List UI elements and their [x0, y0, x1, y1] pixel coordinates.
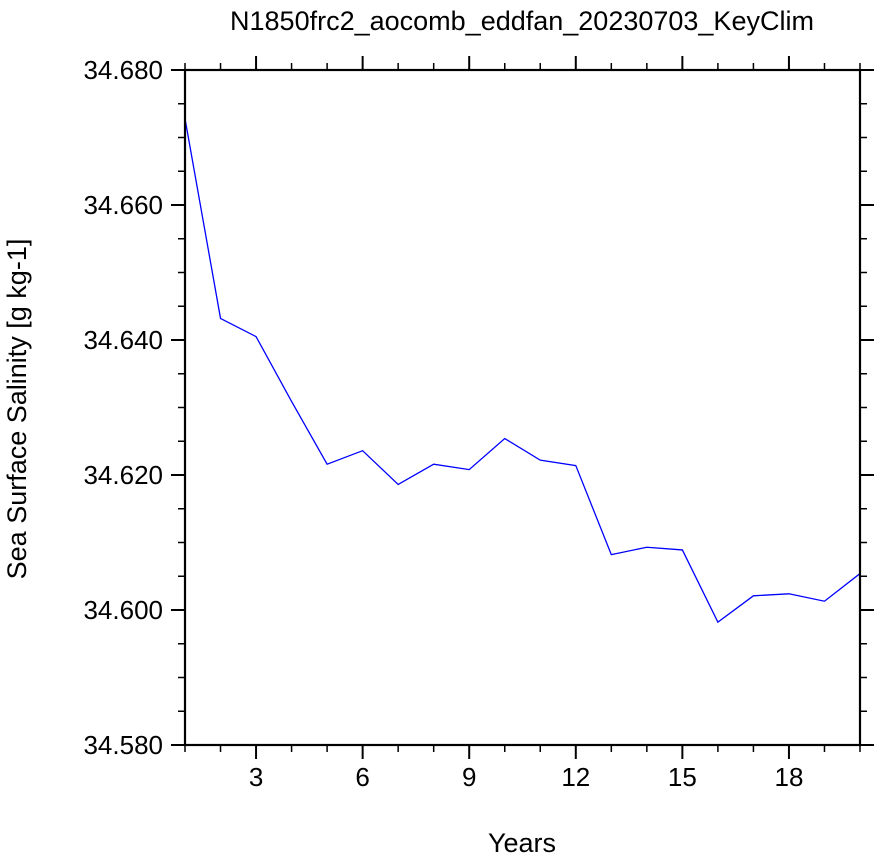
x-tick-label: 6	[355, 762, 369, 792]
y-tick-label: 34.600	[83, 595, 163, 625]
x-tick-label: 15	[668, 762, 697, 792]
y-axis-tick-labels: 34.580 34.600 34.620 34.640 34.660 34.680	[83, 55, 163, 760]
x-axis-label: Years	[488, 828, 556, 858]
chart-title: N1850frc2_aocomb_eddfan_20230703_KeyClim	[230, 6, 814, 36]
x-tick-label: 18	[774, 762, 803, 792]
y-axis-ticks	[171, 69, 874, 746]
y-tick-label: 34.580	[83, 730, 163, 760]
y-axis-label: Sea Surface Salinity [g kg-1]	[2, 239, 32, 580]
y-tick-label: 34.640	[83, 325, 163, 355]
y-tick-label: 34.620	[83, 460, 163, 490]
x-axis-ticks	[184, 56, 861, 759]
x-tick-label: 3	[249, 762, 263, 792]
x-tick-label: 9	[462, 762, 476, 792]
x-tick-label: 12	[561, 762, 590, 792]
plot-frame	[183, 68, 862, 747]
y-tick-label: 34.680	[83, 55, 163, 85]
x-axis-tick-labels: 3 6 9 12 15 18	[249, 762, 804, 792]
y-tick-label: 34.660	[83, 190, 163, 220]
series-line	[184, 118, 861, 624]
